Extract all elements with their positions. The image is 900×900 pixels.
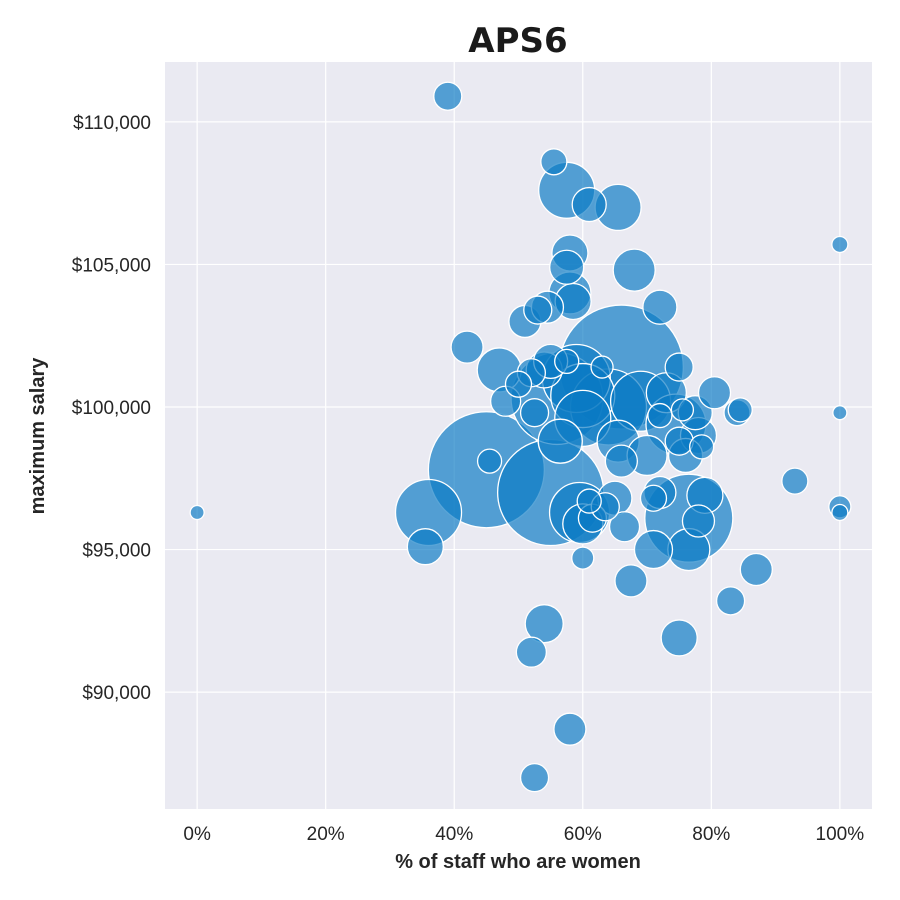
data-point — [648, 404, 672, 428]
data-point — [572, 547, 594, 569]
data-point — [524, 296, 552, 324]
chart-title: APS6 — [468, 21, 567, 61]
data-point — [833, 406, 847, 420]
data-point — [572, 188, 606, 222]
data-point — [615, 565, 647, 597]
data-point — [661, 620, 697, 656]
y-tick-label: $100,000 — [72, 398, 151, 419]
data-point — [577, 489, 601, 513]
data-point — [665, 353, 693, 381]
data-point — [407, 529, 443, 565]
data-point — [478, 449, 502, 473]
data-point — [190, 505, 204, 519]
y-axis-label: maximum salary — [27, 357, 49, 515]
data-point — [643, 290, 677, 324]
data-point — [555, 349, 579, 373]
data-point — [506, 371, 532, 397]
x-tick-label: 40% — [435, 824, 473, 845]
data-point — [740, 554, 772, 586]
data-point — [728, 398, 752, 422]
data-point — [832, 504, 848, 520]
x-tick-label: 100% — [816, 824, 865, 845]
data-point — [591, 356, 613, 378]
y-tick-label: $110,000 — [73, 113, 151, 134]
y-tick-label: $95,000 — [82, 541, 151, 562]
data-point — [782, 468, 808, 494]
y-tick-label: $90,000 — [82, 683, 151, 704]
data-point — [640, 485, 666, 511]
data-point — [634, 531, 672, 569]
x-tick-label: 20% — [307, 824, 345, 845]
y-tick-label: $105,000 — [72, 255, 151, 276]
data-point — [699, 377, 731, 409]
data-point — [613, 249, 655, 291]
data-point — [671, 399, 693, 421]
data-point — [554, 713, 586, 745]
x-axis-label: % of staff who are women — [395, 851, 641, 873]
data-point — [682, 505, 714, 537]
data-point — [605, 445, 637, 477]
x-tick-label: 0% — [183, 824, 211, 845]
data-point — [550, 250, 584, 284]
x-tick-label: 80% — [692, 824, 730, 845]
data-point — [538, 419, 582, 463]
data-point — [832, 236, 848, 252]
data-point — [717, 587, 745, 615]
x-tick-label: 60% — [564, 824, 602, 845]
data-point — [451, 331, 483, 363]
data-point — [665, 427, 693, 455]
data-point — [541, 149, 567, 175]
data-point — [516, 637, 546, 667]
data-point — [434, 82, 462, 110]
data-point — [521, 399, 549, 427]
data-point — [521, 764, 549, 792]
data-point — [690, 435, 714, 459]
